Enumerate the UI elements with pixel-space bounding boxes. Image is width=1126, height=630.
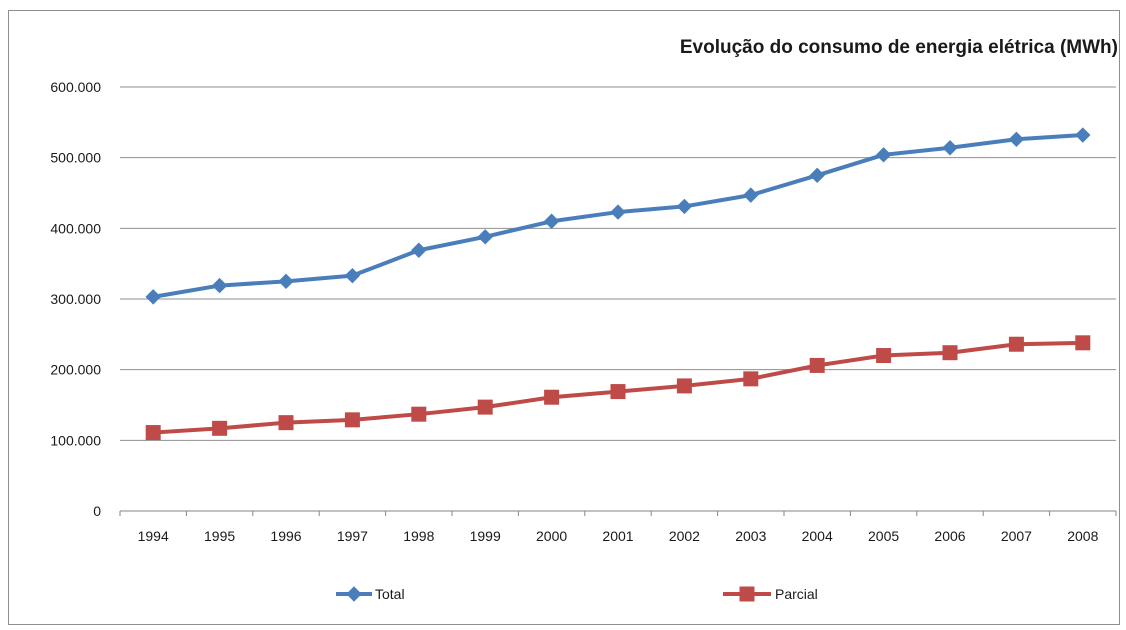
y-tick-label: 600.000 bbox=[50, 79, 101, 95]
y-tick-label: 500.000 bbox=[50, 150, 101, 166]
data-point-total bbox=[875, 147, 892, 163]
legend-item-parcial: Parcial bbox=[723, 586, 818, 602]
x-tick-label: 2002 bbox=[669, 528, 700, 544]
x-tick-label: 2008 bbox=[1067, 528, 1098, 544]
data-point-total bbox=[743, 187, 759, 203]
x-tick-label: 1994 bbox=[138, 528, 169, 544]
legend-swatch-marker bbox=[739, 586, 755, 602]
data-point-total bbox=[211, 277, 228, 294]
data-point-parcial bbox=[212, 420, 228, 436]
data-point-total bbox=[543, 213, 560, 229]
data-point-parcial bbox=[1008, 336, 1024, 352]
data-point-parcial bbox=[411, 406, 427, 422]
x-tick-label: 2003 bbox=[735, 528, 766, 544]
data-point-parcial bbox=[344, 412, 360, 428]
grid-layer bbox=[119, 86, 1117, 516]
data-point-parcial bbox=[544, 389, 560, 405]
y-tick-label: 0 bbox=[93, 503, 101, 519]
x-tick-label: 2004 bbox=[802, 528, 833, 544]
data-point-total bbox=[610, 204, 626, 220]
x-tick-label: 1997 bbox=[337, 528, 368, 544]
y-tick-label: 200.000 bbox=[50, 362, 101, 378]
data-point-total bbox=[344, 267, 361, 284]
series-total bbox=[145, 127, 1091, 305]
data-point-total bbox=[411, 242, 427, 258]
data-point-parcial bbox=[876, 348, 892, 364]
legend-item-total: Total bbox=[336, 586, 405, 602]
x-tick-label: 1995 bbox=[204, 528, 235, 544]
y-axis-tick-labels: 0 100.000 200.000 300.000 400.000 500.000 600.… bbox=[50, 79, 101, 519]
data-point-parcial bbox=[477, 399, 493, 415]
legend: Total Parcial bbox=[336, 586, 818, 602]
x-tick-label: 1996 bbox=[270, 528, 301, 544]
chart-title: Evolução do consumo de energia elétrica … bbox=[680, 37, 1118, 58]
data-point-total bbox=[1008, 131, 1025, 148]
data-point-total bbox=[145, 289, 161, 305]
data-point-parcial bbox=[676, 378, 692, 394]
data-point-total bbox=[676, 198, 693, 215]
y-tick-label: 400.000 bbox=[50, 220, 101, 236]
data-point-parcial bbox=[809, 357, 825, 373]
x-tick-label: 2000 bbox=[536, 528, 567, 544]
data-point-parcial bbox=[278, 415, 294, 431]
x-axis-tick-labels: 1994 1995 1996 1997 1998 1999 2000 2001 2002 2003… bbox=[138, 528, 1099, 544]
legend-label: Total bbox=[375, 586, 405, 602]
data-point-total bbox=[942, 140, 958, 156]
series-parcial bbox=[145, 335, 1091, 441]
x-tick-label: 1999 bbox=[470, 528, 501, 544]
data-point-parcial bbox=[743, 371, 759, 387]
data-point-total bbox=[809, 167, 825, 184]
data-point-total bbox=[477, 229, 493, 245]
series-layer bbox=[145, 127, 1091, 441]
data-point-parcial bbox=[1075, 335, 1091, 351]
data-point-total bbox=[1075, 127, 1091, 143]
data-point-total bbox=[278, 273, 294, 290]
x-tick-label: 1998 bbox=[403, 528, 434, 544]
data-point-parcial bbox=[610, 384, 626, 400]
data-point-parcial bbox=[145, 425, 161, 441]
x-tick-label: 2001 bbox=[602, 528, 633, 544]
legend-swatch-marker bbox=[346, 586, 362, 602]
x-tick-label: 2007 bbox=[1001, 528, 1032, 544]
x-tick-label: 2005 bbox=[868, 528, 899, 544]
chart-frame bbox=[8, 10, 1120, 625]
y-tick-label: 300.000 bbox=[50, 291, 101, 307]
y-tick-label: 100.000 bbox=[50, 432, 101, 448]
legend-label: Parcial bbox=[775, 586, 818, 602]
x-tick-label: 2006 bbox=[934, 528, 965, 544]
data-point-parcial bbox=[942, 345, 958, 361]
